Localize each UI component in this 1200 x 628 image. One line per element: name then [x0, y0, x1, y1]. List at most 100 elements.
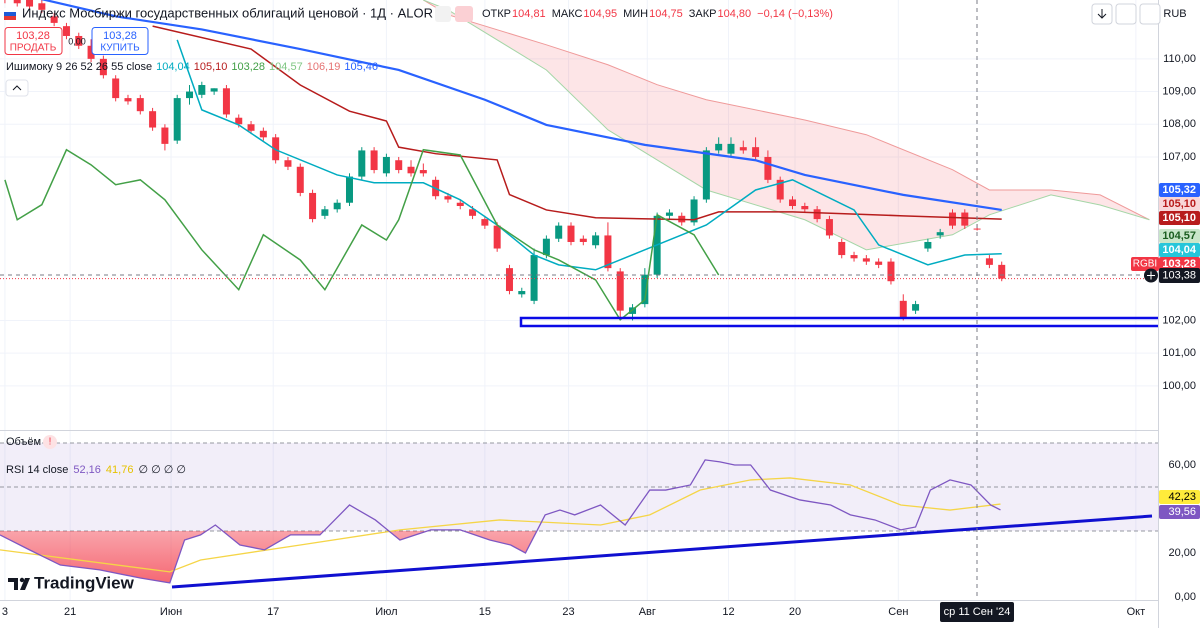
compare-button[interactable] — [455, 6, 473, 22]
candle-body — [345, 176, 353, 203]
eye-button[interactable] — [435, 6, 451, 22]
x-tick-label: 12 — [722, 606, 734, 618]
rsi-value: 41,76 — [106, 464, 134, 476]
flag-blue — [4, 12, 16, 16]
cursor-date-bg — [940, 602, 1014, 622]
candle-body — [752, 147, 760, 157]
sell-price: 103,28 — [16, 30, 50, 42]
ohlc-label: МАКС — [552, 8, 583, 20]
cursor-plus-icon — [1147, 271, 1155, 280]
candle-body — [75, 35, 83, 46]
candle-body — [912, 304, 920, 311]
indicator-line — [40, 0, 1002, 212]
screen-button[interactable] — [1115, 3, 1137, 25]
cursor-price-bg — [1159, 268, 1200, 283]
x-tick-label: 15 — [479, 606, 491, 618]
indicator-line — [176, 39, 1002, 271]
candle-body — [296, 166, 304, 193]
warning-badge[interactable] — [43, 435, 57, 449]
sell-button[interactable] — [4, 27, 63, 55]
candle-body — [186, 91, 194, 99]
change: −0,14 (−0,13%) — [757, 8, 833, 20]
rsi-tick-label: 20,00 — [1168, 547, 1196, 559]
cloud-edge — [423, 0, 1150, 251]
candle-body — [38, 3, 46, 10]
candle-body — [407, 166, 415, 174]
cursor-date: ср 11 Сен '24 — [944, 606, 1011, 618]
x-tick-label: 17 — [267, 606, 279, 618]
candle-body — [948, 212, 956, 226]
candle-body — [764, 156, 772, 180]
y-tick-label: 107,00 — [1162, 151, 1196, 163]
symbol-title[interactable]: Индекс Мосбиржи государственных облигаци… — [22, 5, 433, 20]
candle-body — [444, 196, 452, 200]
candle-body — [604, 235, 612, 269]
ichimoku-value: 103,28 — [231, 61, 265, 73]
candle-body — [112, 78, 120, 99]
rsi-line — [0, 477, 1001, 573]
y-tick-label: 109,00 — [1162, 85, 1196, 97]
x-tick-label: 20 — [789, 606, 801, 618]
logo-dot — [19, 577, 25, 583]
candle-body — [210, 88, 218, 92]
candle-body — [850, 255, 858, 259]
rsi-extra: ∅ ∅ ∅ ∅ — [138, 464, 186, 476]
buy-price: 103,28 — [103, 30, 137, 42]
collapse-button[interactable] — [5, 79, 29, 97]
y-tick-label: 100,00 — [1162, 380, 1196, 392]
candle-body — [99, 58, 107, 76]
x-tick-label: Авг — [639, 606, 656, 618]
candle-body — [173, 98, 181, 141]
ohlc-label: МИН — [623, 8, 648, 20]
price-tag-bg — [1159, 211, 1200, 225]
rsi-name: RSI 14 close — [6, 464, 68, 476]
candle-body — [382, 156, 390, 174]
candle-body — [702, 150, 710, 200]
rsi-tag-bg — [1159, 505, 1200, 519]
rsi-tick-label: 0,00 — [1175, 591, 1196, 603]
candle-body — [198, 85, 206, 95]
candle-body — [936, 232, 944, 236]
flag-red — [4, 16, 16, 20]
candle-body — [555, 225, 563, 239]
candle-body — [50, 16, 58, 23]
ichimoku-value: 104,57 — [269, 61, 303, 73]
candle-body — [505, 268, 513, 292]
settings-button[interactable] — [1139, 3, 1161, 25]
candle-body — [136, 98, 144, 112]
candle-body — [222, 88, 230, 115]
candle-body — [370, 150, 378, 171]
y-tick-label: 110,00 — [1163, 53, 1196, 65]
candle-body — [616, 271, 624, 311]
candle-body — [321, 209, 329, 216]
currency[interactable]: RUB — [1163, 8, 1186, 20]
candle-body — [247, 124, 255, 131]
price-tag: 105,10 — [1162, 212, 1196, 224]
candle-body — [875, 261, 883, 265]
cursor-price: 103,38 — [1162, 269, 1196, 281]
trend-line[interactable] — [171, 514, 1153, 589]
candle-body — [641, 274, 649, 305]
zone-drawing[interactable] — [519, 316, 1163, 328]
price-tag-bg — [1159, 183, 1200, 197]
buy-button[interactable] — [91, 27, 149, 55]
candle-body — [419, 170, 427, 174]
logo: TradingView — [8, 573, 135, 592]
rsi-tag: 39,56 — [1168, 506, 1196, 518]
candle-body — [579, 238, 587, 242]
candle-body — [62, 26, 70, 36]
sell-label: ПРОДАТЬ — [10, 43, 57, 54]
price-tag: 103,28 — [1162, 258, 1196, 270]
candle-body — [87, 45, 95, 59]
ohlc-value: 104,95 — [583, 8, 617, 20]
candle-body — [727, 143, 735, 154]
x-tick-label: 3 — [2, 606, 8, 618]
x-tick-label: Сен — [888, 606, 908, 618]
ohlc-value: 104,75 — [649, 8, 683, 20]
candle-body — [567, 225, 575, 242]
candle-body — [973, 228, 981, 230]
price-tag-bg — [1159, 229, 1200, 243]
candle-body — [985, 258, 993, 265]
candle-body — [26, 0, 34, 7]
